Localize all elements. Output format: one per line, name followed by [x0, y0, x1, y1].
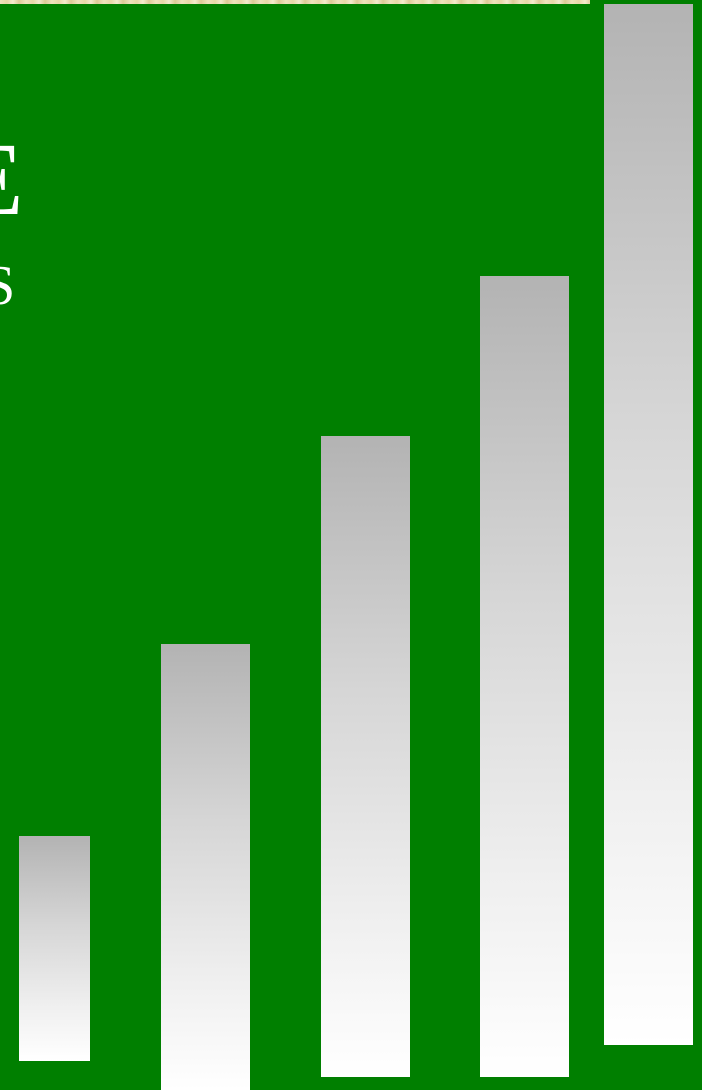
- decorative-bar-2: [161, 644, 250, 1090]
- slide-title-fragment: E: [0, 128, 24, 232]
- decorative-bar-1: [19, 836, 90, 1061]
- decorative-bar-3: [321, 436, 410, 1077]
- slide-subtitle-fragment: S: [0, 258, 15, 314]
- decorative-bar-5: [604, 4, 693, 1045]
- decorative-bar-4: [480, 276, 569, 1077]
- decorative-banner-strip: [0, 0, 590, 4]
